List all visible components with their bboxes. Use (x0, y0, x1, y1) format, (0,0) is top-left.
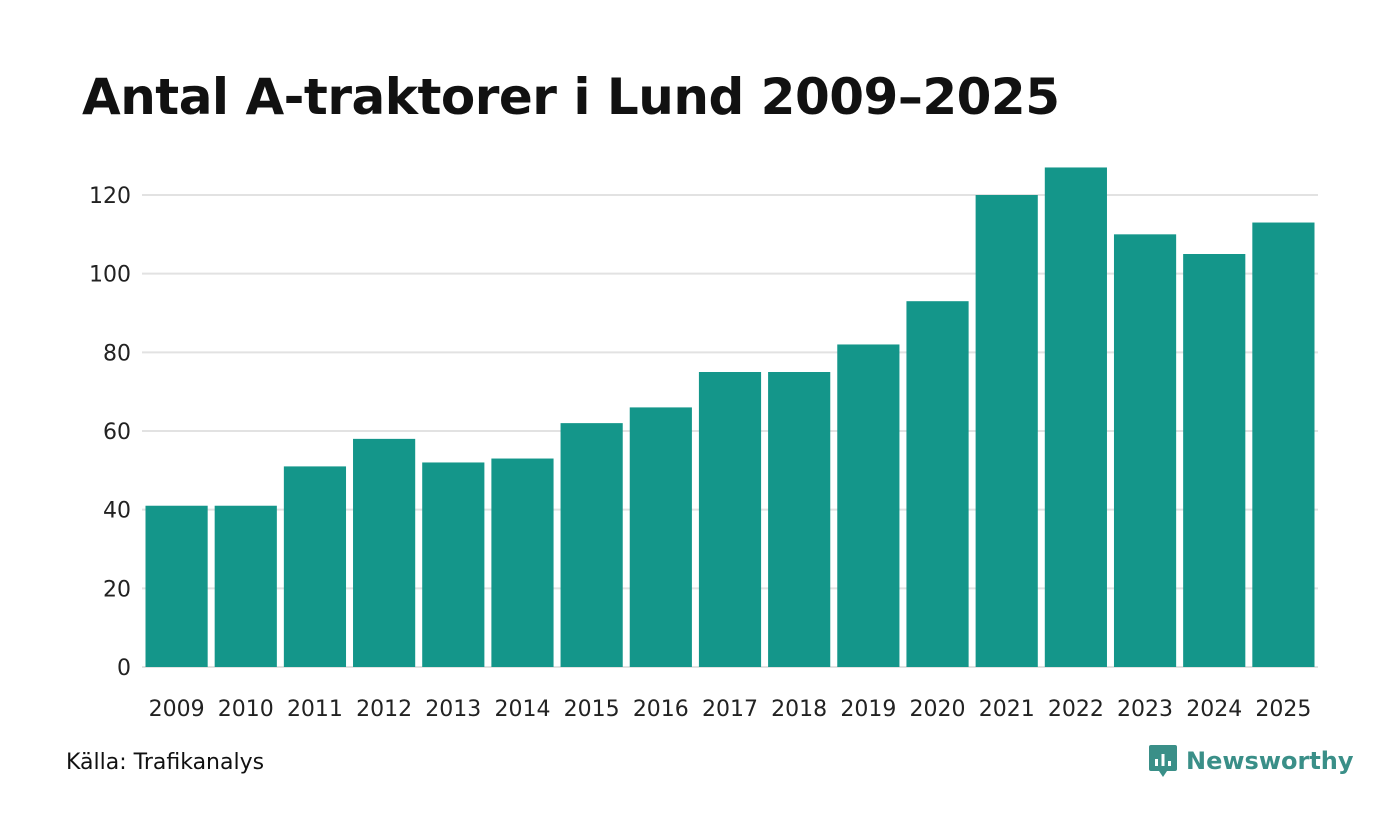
y-tick-label: 0 (117, 656, 131, 681)
x-tick-label: 2018 (771, 697, 827, 722)
y-tick-label: 120 (89, 184, 131, 209)
bar-2013 (422, 462, 485, 667)
bar-2024 (1183, 254, 1246, 667)
bar-2012 (353, 438, 416, 667)
x-tick-label: 2022 (1048, 697, 1104, 722)
x-tick-label: 2012 (356, 697, 412, 722)
source-label: Källa: Trafikanalys (66, 750, 265, 775)
newsworthy-logo-icon (1149, 745, 1177, 777)
x-tick-label: 2021 (979, 697, 1035, 722)
y-tick-label: 40 (103, 499, 131, 524)
x-tick-label: 2009 (149, 697, 205, 722)
y-axis-ticks: 0 20 40 60 80 100 120 (89, 184, 131, 681)
bar-2020 (906, 301, 969, 667)
bar-2023 (1113, 234, 1177, 668)
x-tick-label: 2020 (910, 697, 966, 722)
x-tick-label: 2010 (218, 697, 274, 722)
x-tick-label: 2014 (494, 697, 550, 722)
brand-logo: Newsworthy (1148, 744, 1354, 778)
x-tick-label: 2023 (1117, 697, 1173, 722)
x-tick-label: 2024 (1186, 697, 1242, 722)
bar-2010 (214, 505, 277, 667)
bar-2015 (560, 423, 623, 667)
bar-2009 (145, 505, 208, 667)
bar-2021 (975, 195, 1038, 667)
bar-2011 (283, 466, 347, 667)
y-tick-label: 20 (103, 577, 131, 602)
chart-title: Antal A-traktorer i Lund 2009–2025 (82, 68, 1060, 126)
bar-2017 (698, 372, 762, 667)
bar-2014 (491, 458, 554, 667)
bar-2025 (1252, 222, 1315, 668)
brand-name: Newsworthy (1186, 747, 1354, 775)
x-tick-label: 2011 (287, 697, 343, 722)
bar-2019 (837, 344, 900, 667)
x-tick-label: 2013 (425, 697, 481, 722)
y-tick-label: 80 (103, 341, 131, 366)
x-tick-label: 2017 (702, 697, 758, 722)
x-axis-ticks: 2009 2010 2011 2012 2013 2014 2015 2016 2017 2018… (149, 697, 1312, 722)
bar-2016 (629, 407, 692, 667)
x-tick-label: 2015 (564, 697, 620, 722)
y-tick-label: 100 (89, 263, 131, 288)
bar-2018 (768, 372, 831, 667)
x-tick-label: 2019 (840, 697, 896, 722)
bars (145, 167, 1315, 668)
x-tick-label: 2025 (1255, 697, 1311, 722)
x-tick-label: 2016 (633, 697, 689, 722)
y-tick-label: 60 (103, 420, 131, 445)
bar-2022 (1044, 167, 1107, 667)
